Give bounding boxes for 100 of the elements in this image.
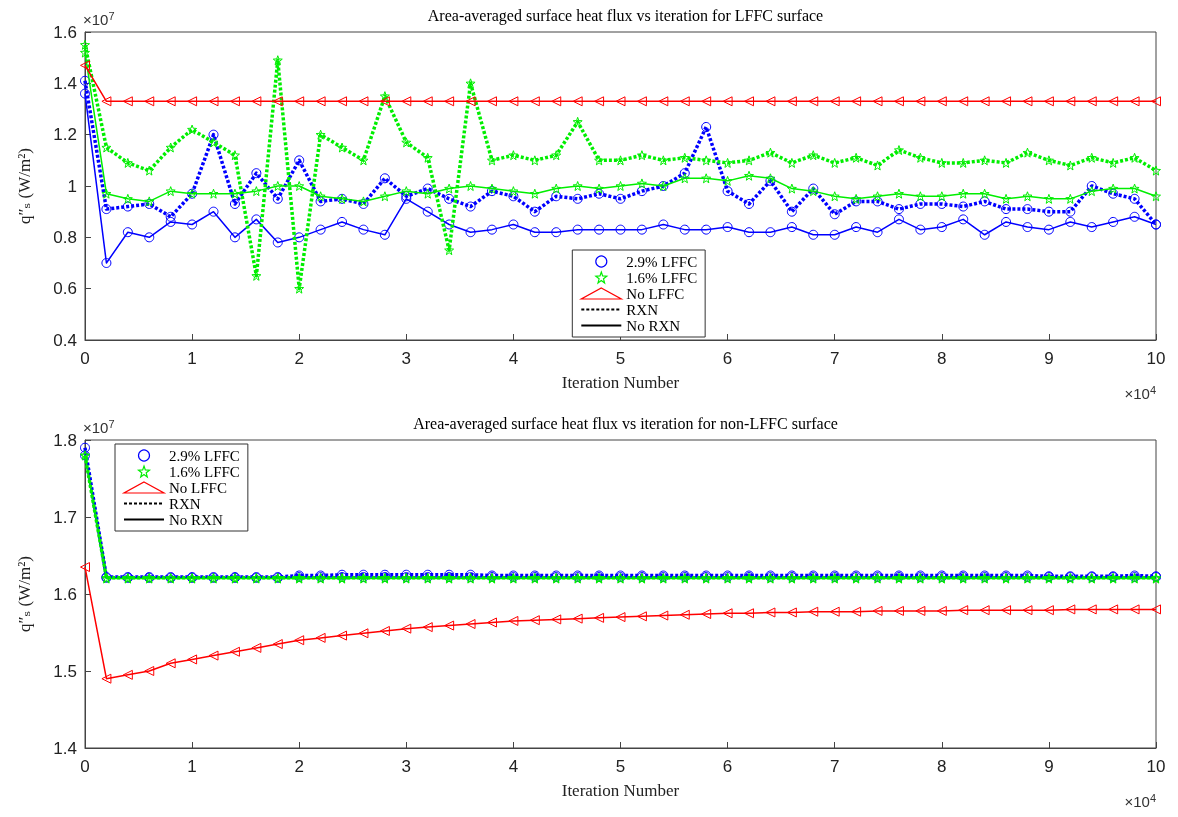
- point: [444, 183, 455, 194]
- point: [444, 96, 455, 107]
- point: [722, 608, 733, 619]
- point: [465, 78, 476, 89]
- point: [872, 605, 883, 616]
- point: [165, 96, 176, 107]
- y-tick-label: 1.8: [53, 430, 77, 450]
- y-tick-label: 0.4: [53, 330, 77, 350]
- point: [508, 96, 519, 107]
- point: [187, 124, 198, 135]
- point: [829, 229, 840, 240]
- point: [1065, 206, 1076, 217]
- point: [315, 96, 326, 107]
- point: [915, 605, 926, 616]
- point: [101, 673, 112, 684]
- point: [229, 150, 240, 161]
- point: [379, 91, 390, 102]
- point: [893, 96, 904, 107]
- point: [358, 155, 369, 166]
- point: [358, 96, 369, 107]
- point: [722, 175, 733, 186]
- point: [915, 152, 926, 163]
- point: [808, 229, 819, 240]
- point: [615, 96, 626, 107]
- point: [679, 224, 690, 235]
- point: [808, 150, 819, 161]
- point: [1108, 183, 1119, 194]
- point: [1022, 147, 1033, 158]
- point: [272, 193, 283, 204]
- point: [422, 206, 433, 217]
- point: [1129, 183, 1140, 194]
- point: [486, 96, 497, 107]
- point: [294, 635, 305, 646]
- point: [101, 142, 112, 153]
- x-tick-label: 1: [187, 349, 197, 368]
- x-tick-label: 9: [1044, 349, 1054, 368]
- point: [1108, 96, 1119, 107]
- x-tick-label: 1: [187, 757, 197, 776]
- point: [337, 630, 348, 641]
- point: [572, 96, 583, 107]
- point: [636, 224, 647, 235]
- point: [401, 137, 412, 148]
- point: [1065, 216, 1076, 227]
- legend-label: No LFFC: [169, 479, 227, 496]
- point: [893, 204, 904, 215]
- point: [829, 96, 840, 107]
- point: [851, 152, 862, 163]
- point: [808, 606, 819, 617]
- point: [80, 88, 90, 99]
- point: [786, 96, 797, 107]
- point: [893, 145, 904, 156]
- point: [594, 183, 605, 194]
- point: [229, 232, 240, 243]
- point: [701, 96, 712, 107]
- point: [165, 216, 176, 227]
- x-tick-label: 9: [1044, 757, 1054, 776]
- point: [401, 623, 412, 634]
- point: [187, 96, 198, 107]
- point: [422, 152, 433, 163]
- point: [1065, 96, 1076, 107]
- point: [315, 632, 326, 643]
- x-tick-label: 7: [829, 757, 840, 776]
- point: [893, 214, 904, 225]
- point: [701, 224, 712, 235]
- y-tick-label: 1.5: [53, 661, 77, 681]
- point: [486, 155, 497, 166]
- point: [80, 75, 90, 86]
- x-tick-label: 0: [80, 349, 90, 368]
- point: [122, 193, 133, 204]
- point: [594, 155, 605, 166]
- point: [1129, 604, 1140, 615]
- point: [379, 173, 390, 184]
- point: [872, 96, 883, 107]
- point: [551, 191, 562, 202]
- point: [786, 183, 797, 194]
- point: [187, 654, 198, 665]
- point: [958, 605, 969, 616]
- point: [958, 214, 969, 225]
- point: [551, 183, 562, 194]
- point: [701, 609, 712, 620]
- point: [658, 610, 669, 621]
- x-tick-label: 3: [401, 757, 412, 776]
- chart-title: Area-averaged surface heat flux vs iteration for non-LFFC surface: [413, 414, 838, 433]
- point: [808, 96, 819, 107]
- point: [80, 47, 90, 58]
- point: [744, 608, 755, 619]
- point: [508, 186, 519, 197]
- point: [144, 96, 155, 107]
- chart-title: Area-averaged surface heat flux vs iteration for LFFC surface: [427, 6, 824, 25]
- point: [551, 614, 562, 625]
- point: [508, 150, 519, 161]
- point: [851, 222, 862, 233]
- y-tick-label: 1.6: [53, 584, 77, 604]
- point: [915, 224, 926, 235]
- point: [465, 201, 476, 212]
- point: [551, 227, 562, 238]
- point: [465, 181, 476, 191]
- point: [1151, 604, 1161, 615]
- point: [379, 625, 390, 636]
- point: [251, 642, 262, 653]
